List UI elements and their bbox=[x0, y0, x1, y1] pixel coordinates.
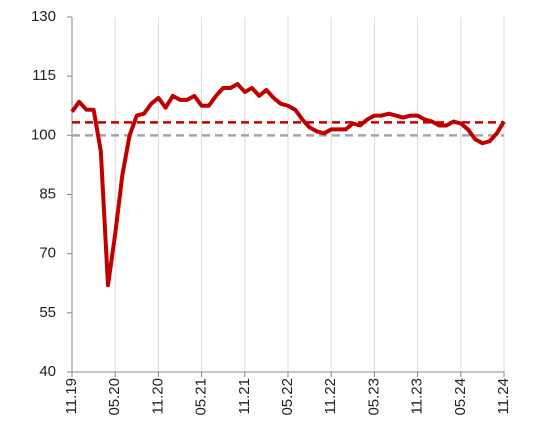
y-tick-label: 70 bbox=[39, 245, 56, 262]
y-tick-label: 100 bbox=[31, 126, 56, 143]
x-tick-label: 11.19 bbox=[63, 378, 80, 414]
y-tick-label: 130 bbox=[31, 8, 56, 25]
x-tick-label: 11.23 bbox=[409, 378, 426, 414]
x-tick-label: 05.21 bbox=[193, 378, 210, 416]
x-tick-label: 11.20 bbox=[149, 378, 166, 414]
x-tick-label: 05.23 bbox=[365, 378, 382, 416]
x-tick-label: 05.22 bbox=[279, 378, 296, 416]
x-tick-label: 11.22 bbox=[322, 378, 339, 414]
y-tick-label: 85 bbox=[39, 185, 56, 202]
y-tick-label: 115 bbox=[32, 67, 56, 84]
x-tick-label: 05.24 bbox=[452, 378, 469, 416]
line bbox=[70, 82, 506, 288]
y-tick-label: 55 bbox=[39, 304, 56, 321]
x-tick-label: 11.21 bbox=[236, 378, 253, 414]
x-tick-label: 05.20 bbox=[106, 378, 123, 416]
x-tick-label: 11.24 bbox=[495, 378, 512, 414]
y-tick-label: 40 bbox=[39, 363, 56, 380]
